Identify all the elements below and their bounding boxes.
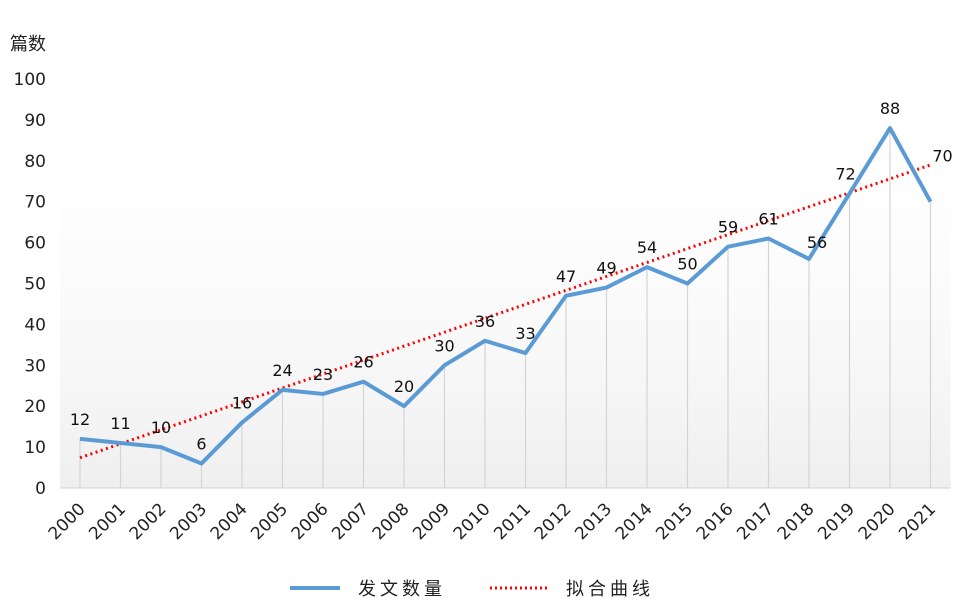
x-tick-label: 2011 <box>490 499 535 544</box>
data-label: 24 <box>272 361 292 380</box>
x-tick-label: 2002 <box>126 499 171 544</box>
x-tick-label: 2013 <box>571 499 616 544</box>
y-tick-label: 10 <box>24 438 46 458</box>
x-tick-label: 2001 <box>85 499 130 544</box>
data-label: 50 <box>677 255 697 274</box>
data-label: 23 <box>313 365 333 384</box>
series-line <box>79 126 933 466</box>
data-label: 36 <box>475 312 495 331</box>
y-axis-title: 篇数 <box>10 34 46 55</box>
data-label: 30 <box>434 336 454 355</box>
data-label: 72 <box>835 165 855 184</box>
data-label: 49 <box>596 259 616 278</box>
data-label: 56 <box>807 233 827 252</box>
x-tick-label: 2003 <box>166 499 211 544</box>
x-tick-label: 2015 <box>652 499 697 544</box>
data-label: 26 <box>353 353 373 372</box>
data-label: 16 <box>232 394 252 413</box>
x-tick-label: 2007 <box>328 499 373 544</box>
x-tick-label: 2009 <box>409 499 454 544</box>
plot-background <box>60 79 951 488</box>
data-label: 33 <box>515 324 535 343</box>
x-tick-label: 2019 <box>814 499 859 544</box>
data-label: 47 <box>556 267 576 286</box>
legend-label-series-2: 拟合曲线 <box>566 579 654 600</box>
x-tick-label: 2012 <box>531 499 576 544</box>
x-tick-label: 2020 <box>855 499 900 544</box>
data-label: 10 <box>151 418 171 437</box>
x-tick-label: 2004 <box>207 499 252 544</box>
y-tick-label: 70 <box>24 193 46 213</box>
y-tick-label: 40 <box>24 315 46 335</box>
x-tick-label: 2014 <box>612 499 657 544</box>
legend-label-series-1: 发文数量 <box>358 579 446 600</box>
x-tick-label: 2018 <box>774 499 819 544</box>
x-tick-label: 2017 <box>733 499 778 544</box>
y-tick-label: 0 <box>35 479 46 499</box>
y-tick-label: 20 <box>24 397 46 417</box>
x-tick-label: 2016 <box>693 499 738 544</box>
x-tick-label: 2000 <box>45 499 90 544</box>
y-tick-label: 80 <box>24 152 46 172</box>
x-tick-label: 2006 <box>288 499 333 544</box>
data-label: 54 <box>637 238 657 257</box>
x-tick-label: 2010 <box>450 499 495 544</box>
y-tick-label: 60 <box>24 234 46 254</box>
x-tick-label: 2008 <box>369 499 414 544</box>
data-label: 11 <box>110 414 130 433</box>
data-label: 59 <box>718 218 738 237</box>
data-label: 20 <box>394 377 414 396</box>
y-tick-label: 50 <box>24 275 46 295</box>
y-tick-label: 100 <box>14 70 46 90</box>
data-label: 88 <box>880 99 900 118</box>
data-label: 6 <box>196 434 206 453</box>
data-label: 12 <box>70 410 90 429</box>
legend: 发文数量 拟合曲线 <box>290 579 654 600</box>
data-label: 70 <box>932 147 952 166</box>
trendline <box>79 163 931 460</box>
y-tick-label: 90 <box>24 111 46 131</box>
data-label: 61 <box>758 210 778 229</box>
y-tick-label: 30 <box>24 356 46 376</box>
x-tick-label: 2021 <box>895 499 940 544</box>
x-tick-label: 2005 <box>247 499 292 544</box>
